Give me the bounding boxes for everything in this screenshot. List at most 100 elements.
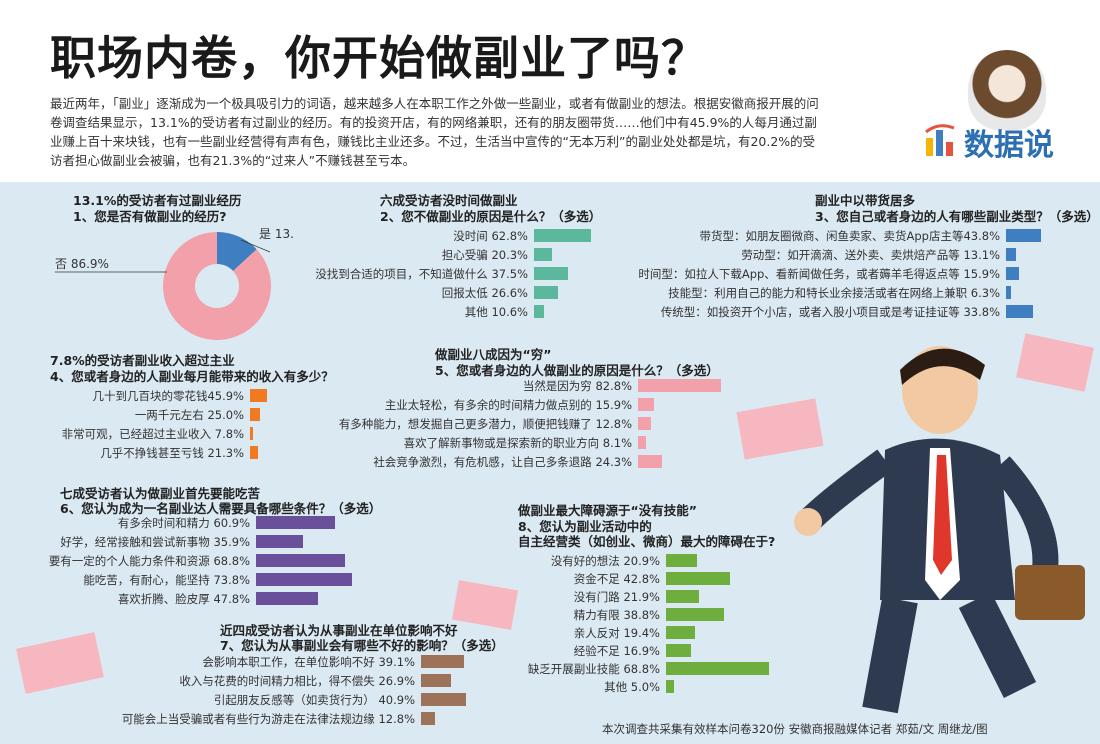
bar-label: 缺乏开展副业技能 68.8%: [527, 662, 660, 676]
bar-chart-icon: [925, 124, 955, 156]
page-title: 职场内卷，你开始做副业了吗？: [50, 31, 708, 85]
bar-row-2: 担心受骗 20.3%: [310, 247, 528, 262]
bar-label: 其他 10.6%: [464, 305, 528, 319]
bar: [1006, 248, 1017, 261]
bar-row-2: 好学，经常接触和尝试新事物 35.9%: [30, 534, 250, 549]
bar: [666, 590, 699, 603]
q5-bars: 当然是因为穷 82.8% 主业太轻松，有多余的时间精力做点别的 15.9% 有多种能…: [339, 378, 740, 473]
bar-row-3: 时间型：如拉人下载App、看新闻做任务，或者薅羊毛得返点等 15.9%: [620, 266, 1000, 281]
bar: [256, 554, 346, 567]
pie-slice-0: [217, 232, 257, 272]
header-panel: 职场内卷，你开始做副业了吗？ 最近两年，「副业」逐渐成为一个极具吸引力的词语，越…: [0, 0, 1100, 182]
bar: [638, 436, 647, 449]
q1-pie-chart: 是 13.1% 否 86.9%: [55, 227, 295, 340]
bar-label: 好学，经常接触和尝试新事物 35.9%: [60, 535, 250, 549]
bar: [250, 446, 259, 459]
bar-label: 引起朋友反感等（如卖货行为） 40.9%: [213, 693, 415, 707]
q7-subtitle: 7、您认为从事副业会有哪些不好的影响？（多选）: [220, 638, 504, 653]
bar-label: 精力有限 38.8%: [573, 608, 660, 622]
pie-label-yes: 是 13.1%: [259, 227, 295, 241]
bar: [256, 592, 319, 605]
bar: [666, 554, 698, 567]
bar: [638, 417, 651, 430]
bar-row-1: 会影响本职工作，在单位影响不好 39.1%: [110, 654, 415, 669]
logo-text: 数据说: [964, 128, 1054, 163]
bar: [1006, 286, 1012, 299]
bar: [666, 608, 725, 621]
q3-bars: 带货型：如朋友圈微商、闲鱼卖家、卖货App店主等43.8% 劳动型：如开滴滴、送外…: [620, 228, 1090, 323]
money-illustration: [16, 632, 104, 694]
bar-label: 收入与花费的时间精力相比，得不偿失 26.9%: [179, 674, 415, 688]
bar: [666, 572, 731, 585]
bar-row-1: 当然是因为穷 82.8%: [340, 378, 632, 393]
bar: [256, 516, 336, 529]
q8-subtitle: 8、您认为副业活动中的: [518, 519, 652, 534]
bar: [534, 305, 544, 318]
q2-section: 六成受访者没时间做副业 2、您不做副业的原因是什么？（多选） 没时间 62.8%…: [310, 190, 610, 330]
bar-row-2: 资金不足 42.8%: [500, 571, 660, 586]
bar-row-4: 回报太低 26.6%: [310, 285, 528, 300]
q4-bars: 几十到几百块的零花钱45.9% 一两千元左右 25.0% 非常可观，已经超过主业收入…: [30, 388, 330, 468]
bar-row-3: 有多种能力，想发掘自己更多潜力，顺便把钱赚了 12.8%: [339, 416, 632, 431]
bar-row-1: 没时间 62.8%: [310, 228, 528, 243]
q7-section: 近四成受访者认为从事副业在单位影响不好 7、您认为从事副业会有哪些不好的影响？（…: [110, 620, 520, 730]
bar-row-2: 收入与花费的时间精力相比，得不偿失 26.9%: [110, 673, 415, 688]
q6-title: 七成受访者认为做副业首先要能吃苦: [60, 486, 261, 501]
bar-row-8: 其他 5.0%: [500, 679, 660, 694]
bar: [256, 573, 352, 586]
q5-title: 做副业八成因为“穷”: [435, 347, 552, 362]
bar: [666, 680, 674, 693]
q8-title: 做副业最大障碍源于“没有技能”: [518, 503, 697, 518]
pie-slice-1: [163, 232, 271, 340]
bar-row-3: 要有一定的个人能力条件和资源 68.8%: [30, 553, 250, 568]
bar: [534, 286, 558, 299]
bar-row-1: 带货型：如朋友圈微商、闲鱼卖家、卖货App店主等43.8%: [620, 228, 1001, 243]
bar-label: 担心受骗 20.3%: [441, 248, 528, 262]
bar-label: 亲人反对 19.4%: [573, 626, 660, 640]
bar-label: 技能型：利用自己的能力和特长业余接活或者在网络上兼职 6.3%: [668, 286, 1000, 300]
q6-section: 七成受访者认为做副业首先要能吃苦 6、您认为成为一名副业达人需要具备哪些条件？（…: [30, 483, 390, 608]
bar-row-1: 没有好的想法 20.9%: [500, 553, 660, 568]
bar-row-4: 几乎不挣钱甚至亏钱 21.3%: [30, 445, 244, 460]
bar-label: 要有一定的个人能力条件和资源 68.8%: [48, 554, 250, 568]
bar-row-5: 喜欢折腾、脸皮厚 47.8%: [30, 591, 250, 606]
bar-label: 没有门路 21.9%: [573, 590, 660, 604]
q8-subtitle-2: 自主经营类（如创业、微商）最大的障碍在于?: [518, 534, 776, 549]
q7-title: 近四成受访者认为从事副业在单位影响不好: [220, 623, 458, 638]
q8-bars: 没有好的想法 20.9% 资金不足 42.8% 没有门路 21.9% 精力有限 38.…: [500, 553, 790, 698]
bar-row-6: 经验不足 16.9%: [500, 643, 660, 658]
q1-section: 13.1%的受访者有过副业经历 1、您是否有做副业的经历? 是 13.1% 否 8…: [55, 190, 295, 340]
q7-bars: 会影响本职工作，在单位影响不好 39.1% 收入与花费的时间精力相比，得不偿失 2…: [110, 654, 520, 729]
bar: [666, 644, 692, 657]
q6-bars: 有多余时间和精力 60.9% 好学，经常接触和尝试新事物 35.9% 要有一定的个人…: [30, 515, 390, 610]
bar-row-5: 其他 10.6%: [310, 304, 528, 319]
bar: [250, 427, 253, 440]
bar-row-5: 社会竞争激烈，有危机感，让自己多条退路 24.3%: [340, 454, 632, 469]
bar-label: 回报太低 26.6%: [441, 286, 528, 300]
bar-label: 传统型：如投资开个小店，或者入股小项目或是考证挂证等 33.8%: [660, 305, 1000, 319]
intro-paragraph: 最近两年，「副业」逐渐成为一个极具吸引力的词语，越来越多人在本职工作之外做一些副…: [50, 96, 819, 168]
bar: [638, 379, 721, 392]
bar-label: 没时间 62.8%: [453, 229, 528, 243]
bar-label: 几十到几百块的零花钱45.9%: [92, 389, 244, 403]
bar-row-3: 非常可观，已经超过主业收入 7.8%: [30, 426, 244, 441]
bar-row-7: 缺乏开展副业技能 68.8%: [500, 661, 660, 676]
bar-label: 可能会上当受骗或者有些行为游走在法律法规边缘 12.8%: [121, 712, 415, 726]
bar-label: 没找到合适的项目，不知道做什么 37.5%: [315, 267, 528, 281]
bar-row-1: 有多余时间和精力 60.9%: [30, 515, 250, 530]
q1-subtitle: 1、您是否有做副业的经历?: [73, 209, 227, 224]
bar: [250, 408, 260, 421]
bar: [666, 662, 770, 675]
bar: [421, 712, 436, 725]
bar-label: 喜欢折腾、脸皮厚 47.8%: [117, 592, 250, 606]
bar-row-4: 可能会上当受骗或者有些行为游走在法律法规边缘 12.8%: [110, 711, 415, 726]
bar-label: 时间型：如拉人下载App、看新闻做任务，或者薅羊毛得返点等 15.9%: [638, 267, 1000, 281]
bar-label: 带货型：如朋友圈微商、闲鱼卖家、卖货App店主等43.8%: [699, 229, 1001, 243]
bar-row-4: 能吃苦，有耐心，能坚持 73.8%: [30, 572, 250, 587]
bar-label: 非常可观，已经超过主业收入 7.8%: [61, 427, 244, 441]
q4-section: 7.8%的受访者副业收入超过主业 4、您或者身边的人副业每月能带来的收入有多少？…: [30, 350, 334, 468]
q4-subtitle: 4、您或者身边的人副业每月能带来的收入有多少？: [50, 369, 334, 384]
bar-row-1: 几十到几百块的零花钱45.9%: [30, 388, 244, 403]
q5-subtitle: 5、您或者身边的人做副业的原因是什么？（多选）: [435, 363, 719, 378]
q2-title: 六成受访者没时间做副业: [380, 193, 518, 208]
